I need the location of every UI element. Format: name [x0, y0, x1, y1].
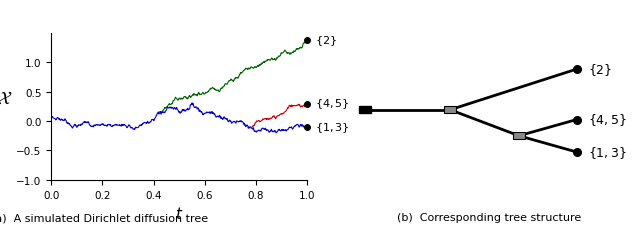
Text: $\{4,5\}$: $\{4,5\}$ [588, 112, 627, 128]
Bar [444, 107, 456, 114]
Text: $\{2\}$: $\{2\}$ [315, 34, 337, 48]
Text: $\{1,3\}$: $\{1,3\}$ [315, 120, 349, 134]
Text: (b)  Corresponding tree structure: (b) Corresponding tree structure [397, 213, 582, 223]
Text: $\{1,3\}$: $\{1,3\}$ [588, 144, 627, 160]
X-axis label: $t$: $t$ [175, 205, 184, 221]
Text: $\{4,5\}$: $\{4,5\}$ [315, 97, 349, 111]
Text: (a)  A simulated Dirichlet diffusion tree: (a) A simulated Dirichlet diffusion tree [0, 213, 208, 223]
Y-axis label: $\mathcal{X}$: $\mathcal{X}$ [0, 89, 13, 107]
Bar [513, 133, 525, 140]
Bar [359, 107, 371, 114]
Text: $\{2\}$: $\{2\}$ [588, 62, 612, 78]
